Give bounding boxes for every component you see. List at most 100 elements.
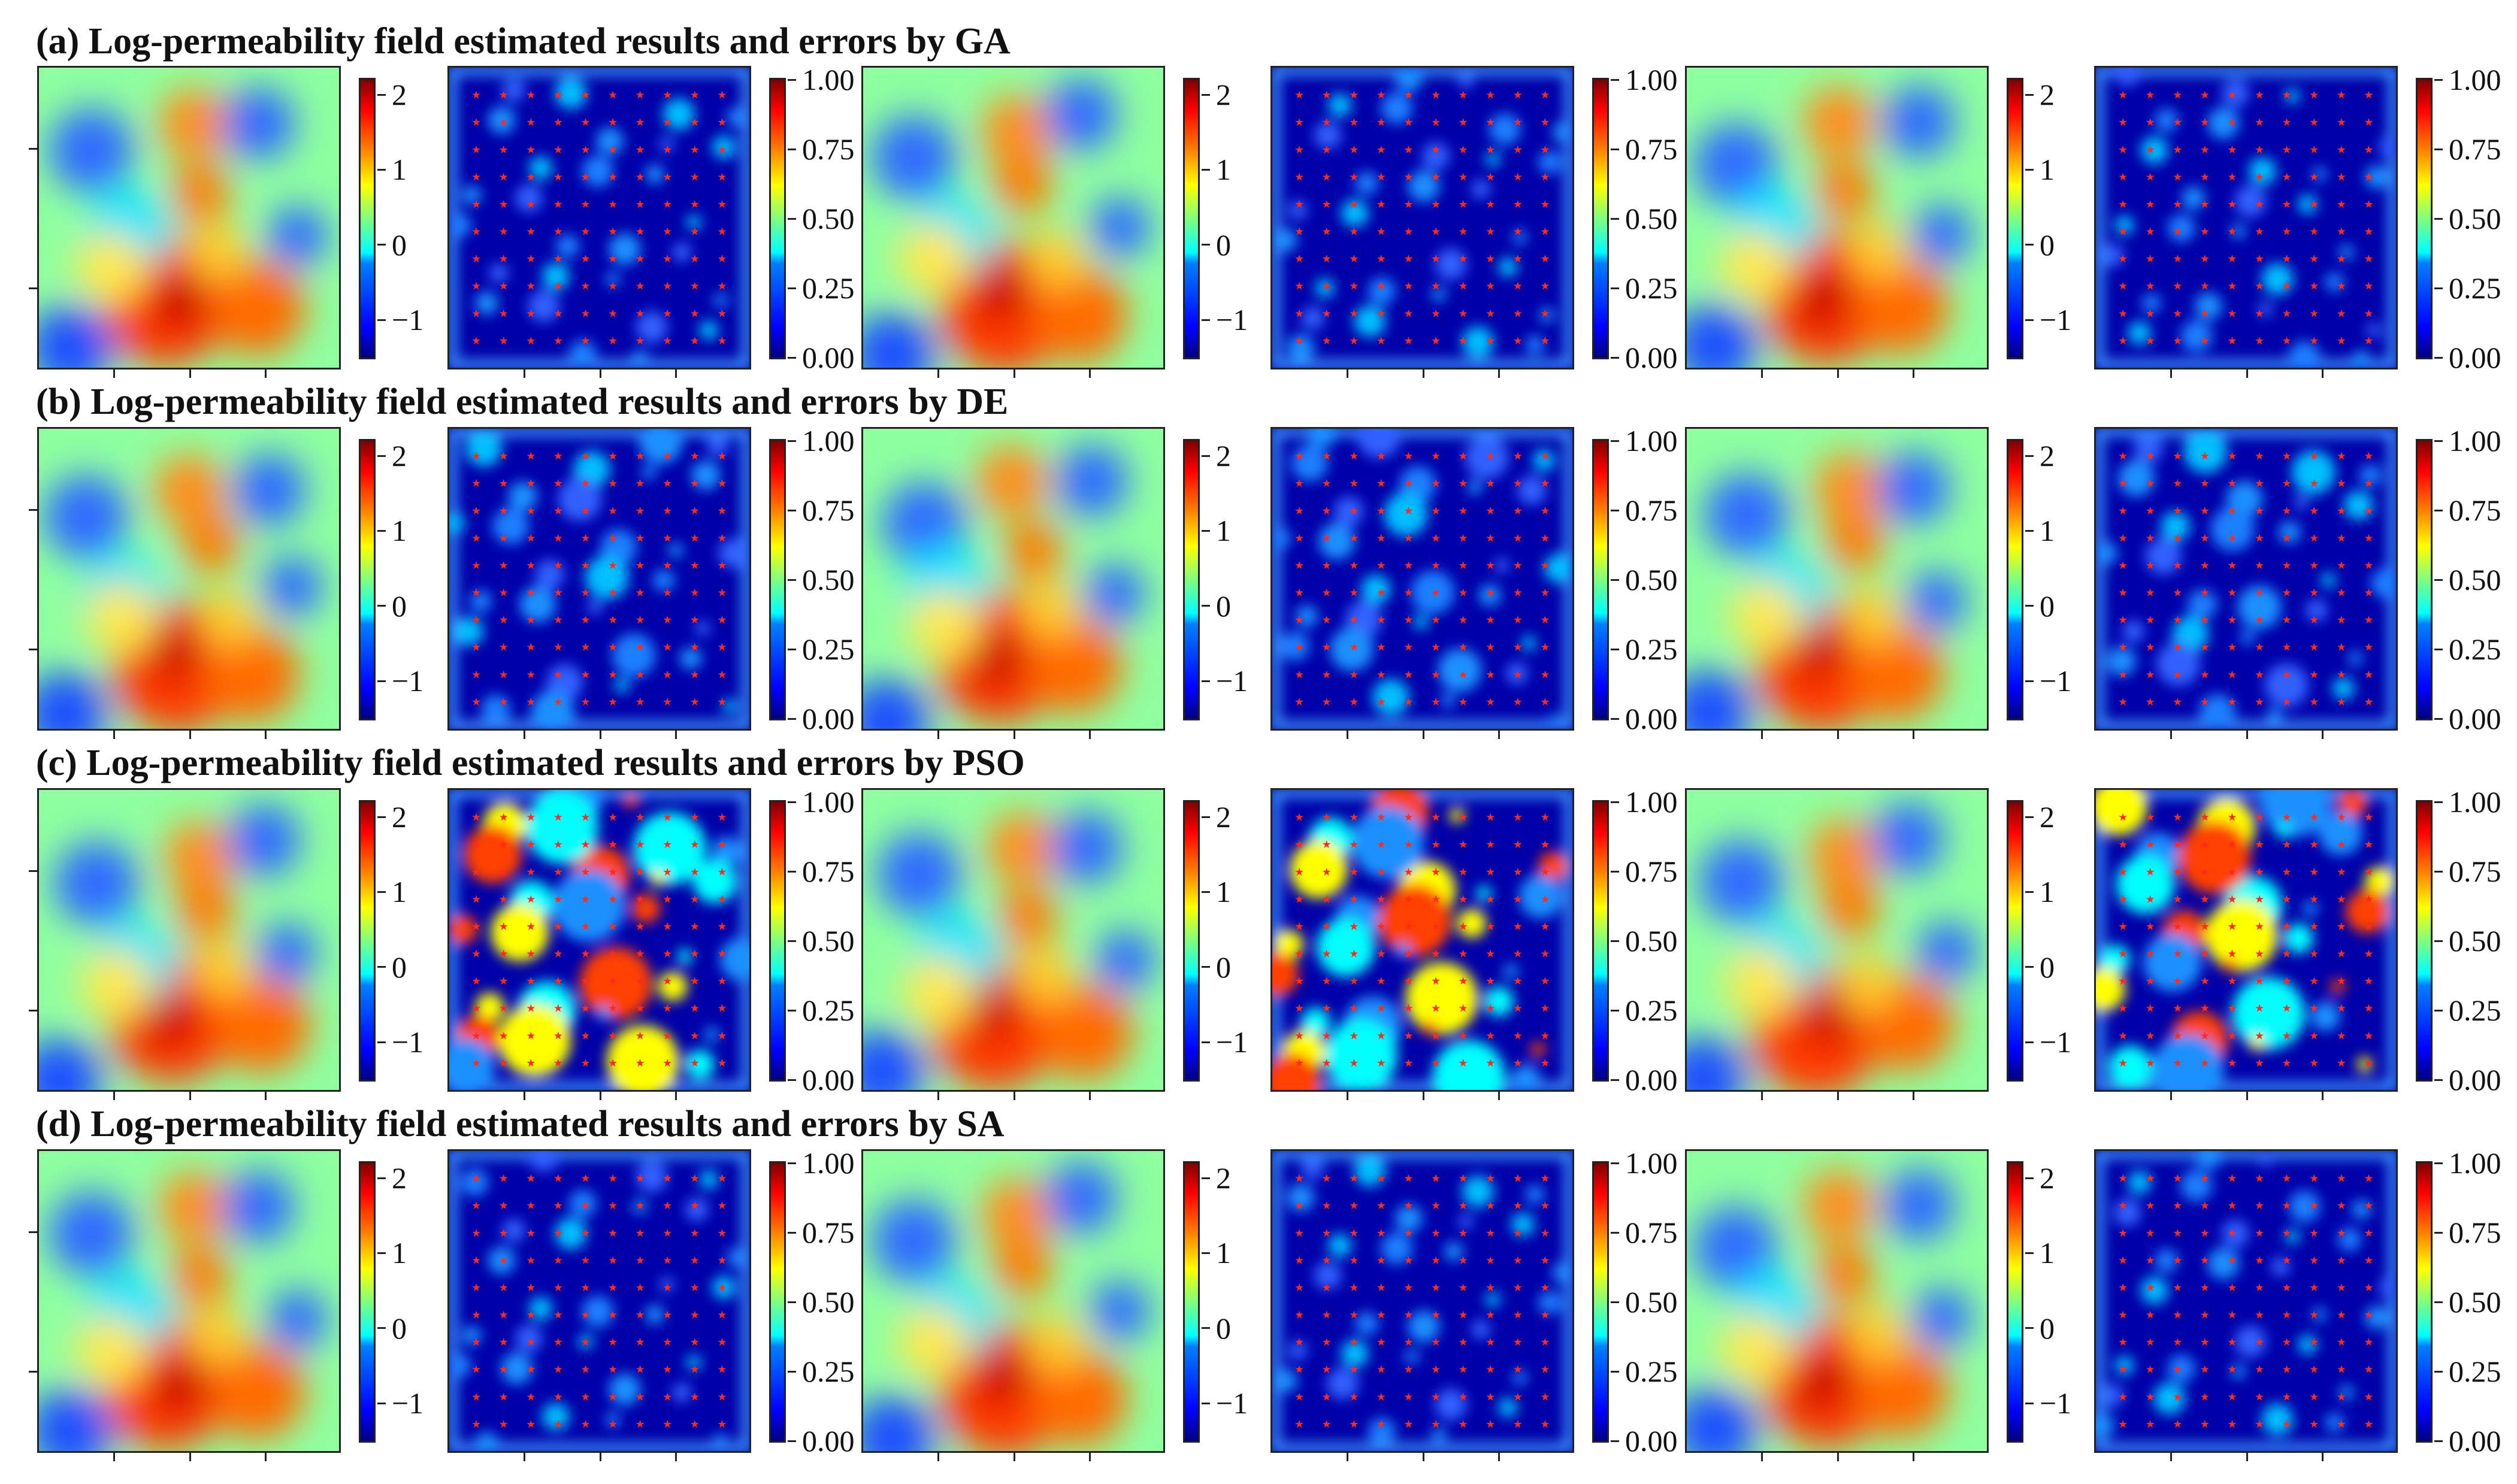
colorbar-tick-label: 0: [392, 1311, 407, 1345]
observation-star: ★: [526, 1003, 536, 1015]
observation-star: ★: [1431, 1364, 1441, 1376]
observation-star: ★: [2337, 1254, 2346, 1267]
field-blob: [1911, 204, 1972, 265]
axis-tick: [1837, 1453, 1839, 1461]
observation-star: ★: [1377, 1200, 1386, 1212]
observation-star: ★: [2227, 477, 2237, 490]
observation-star: ★: [499, 975, 509, 988]
observation-star: ★: [2337, 1003, 2346, 1015]
observation-star: ★: [580, 975, 590, 988]
axis-tick: [1760, 370, 1763, 378]
field-blob: [85, 582, 158, 655]
observation-star: ★: [1540, 559, 1550, 572]
colorbar-tick-label: 0.25: [1625, 271, 1678, 305]
observation-star: ★: [1486, 1309, 1495, 1322]
observation-star: ★: [1513, 144, 1523, 156]
observation-star: ★: [1459, 1391, 1468, 1403]
error-map-panel: ★ ★ ★ ★ ★ ★ ★ ★ ★ ★ ★ ★ ★ ★ ★ ★ ★ ★ ★ ★ ★ ★ ★ ★ ★ ★ ★ ★ ★ ★ ★ ★ ★ ★ ★ ★ ★ ★ ★ ★…: [1270, 1149, 1574, 1453]
observation-star: ★: [2227, 1282, 2237, 1294]
observation-star: ★: [1486, 866, 1495, 879]
observation-star: ★: [2255, 975, 2264, 988]
observation-star: ★: [1294, 893, 1304, 905]
observation-star: ★: [2309, 1254, 2319, 1267]
observation-star: ★: [1431, 1227, 1441, 1240]
observation-star: ★: [1513, 1309, 1523, 1322]
error-colorbar: 0.00 0.25 0.50 0.75 1.00: [769, 1148, 855, 1456]
colorbar-tick-label: 0.00: [2449, 1063, 2501, 1097]
observation-star: ★: [2255, 1391, 2264, 1403]
observation-star: ★: [1377, 1309, 1386, 1322]
field-blob: [222, 87, 295, 160]
field-blob: [1837, 953, 1898, 1013]
observation-star: ★: [526, 1282, 536, 1294]
observation-star: ★: [1322, 1254, 1332, 1267]
axis-tick: [1089, 731, 1091, 739]
observation-star: ★: [2118, 838, 2128, 851]
observation-star: ★: [717, 893, 727, 905]
observation-star: ★: [2364, 920, 2373, 933]
observation-star: ★: [717, 948, 727, 961]
colorbar-tick-label: 0.50: [2449, 563, 2501, 596]
field-blob: [159, 1171, 231, 1244]
observation-star: ★: [1294, 1029, 1304, 1042]
colorbar-tick-label: 1.00: [802, 63, 855, 96]
observation-star: ★: [2200, 866, 2210, 879]
observation-star: ★: [526, 1173, 536, 1185]
observation-star: ★: [1349, 811, 1359, 824]
observation-star: ★: [690, 1227, 700, 1240]
observation-star: ★: [471, 226, 481, 238]
observation-star: ★: [2118, 335, 2128, 347]
observation-star: ★: [2255, 226, 2264, 238]
observation-star: ★: [1322, 335, 1332, 347]
observation-star: ★: [1459, 866, 1468, 879]
observation-star: ★: [662, 1003, 672, 1015]
field-blob: [267, 1289, 328, 1350]
observation-star: ★: [1294, 505, 1304, 517]
observation-star: ★: [553, 975, 563, 988]
observation-star: ★: [717, 1173, 727, 1185]
observation-star: ★: [1540, 171, 1550, 183]
axis-tick: [1498, 1453, 1500, 1461]
field-blob: [1003, 520, 1064, 581]
observation-star: ★: [526, 477, 536, 490]
observation-star: ★: [690, 975, 700, 988]
observation-star: ★: [471, 477, 481, 490]
colorbar-tick-label: 0.50: [2449, 202, 2501, 235]
observation-star: ★: [1431, 838, 1441, 851]
observation-star: ★: [1459, 198, 1468, 211]
observation-star: ★: [1486, 1200, 1495, 1212]
observation-star: ★: [553, 1309, 563, 1322]
observation-star: ★: [499, 1227, 509, 1240]
observation-star: ★: [2200, 1227, 2210, 1240]
observation-star: ★: [580, 335, 590, 347]
observation-star: ★: [2173, 477, 2182, 490]
observation-star: ★: [2200, 893, 2210, 905]
colorbar-tick-label: 0.25: [2449, 1355, 2501, 1388]
observation-star: ★: [1486, 171, 1495, 183]
observation-star: ★: [2118, 1254, 2128, 1267]
observation-star: ★: [608, 1029, 618, 1042]
observation-star: ★: [690, 1336, 700, 1349]
observation-star: ★: [553, 893, 563, 905]
observation-star: ★: [1540, 1391, 1550, 1403]
observation-star: ★: [526, 280, 536, 293]
observation-star: ★: [2200, 1254, 2210, 1267]
axis-tick: [1422, 370, 1424, 378]
observation-star: ★: [580, 668, 590, 681]
observation-star: ★: [717, 1282, 727, 1294]
observation-star: ★: [662, 811, 672, 824]
field-blob: [1095, 930, 1155, 991]
colorbar-tick-label: 0.75: [2449, 132, 2501, 166]
field-blob: [872, 1199, 956, 1283]
colorbar-tick-label: 2: [1216, 1161, 1231, 1195]
observation-star: ★: [662, 559, 672, 572]
observation-star: ★: [2337, 668, 2346, 681]
observation-star: ★: [1486, 838, 1495, 851]
colorbar-tick-label: 0.00: [1625, 702, 1678, 735]
observation-star: ★: [2309, 226, 2319, 238]
observation-star: ★: [2118, 116, 2128, 129]
observation-star: ★: [662, 614, 672, 626]
observation-star: ★: [1322, 144, 1332, 156]
observation-star: ★: [2200, 450, 2210, 463]
observation-star: ★: [1349, 116, 1359, 129]
